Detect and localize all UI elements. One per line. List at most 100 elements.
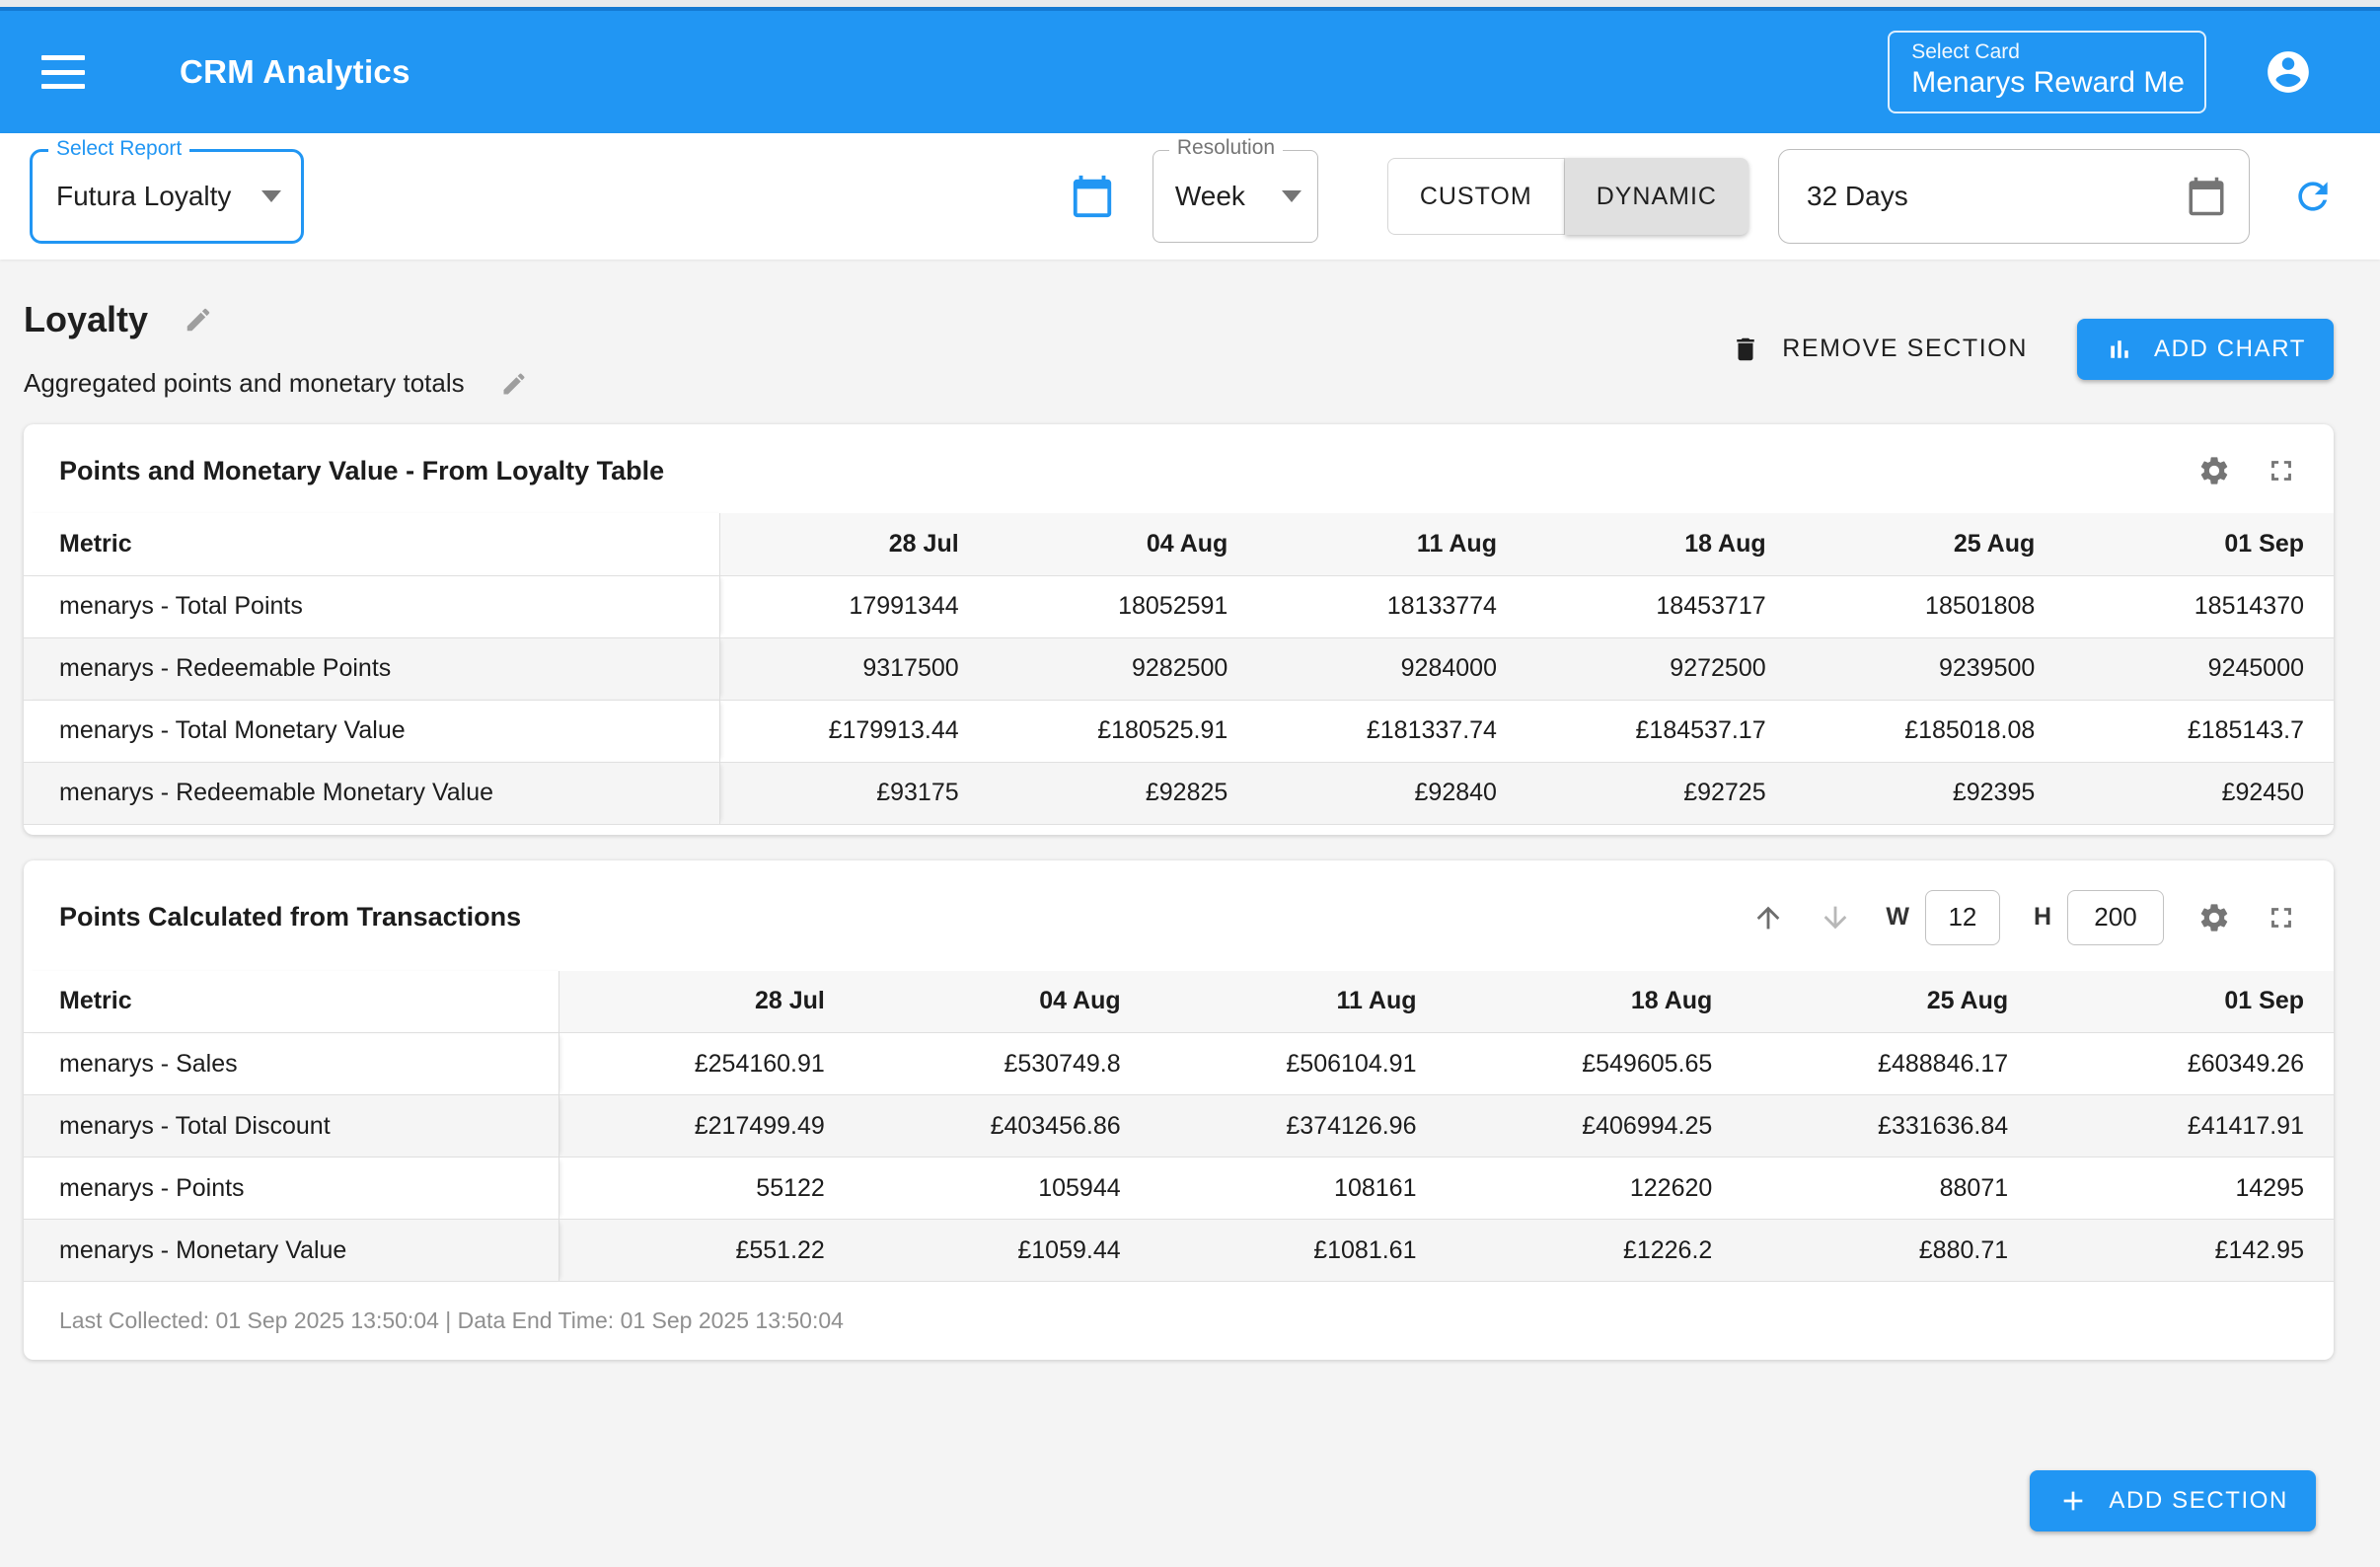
resolution-select[interactable]: Resolution Week xyxy=(1153,150,1318,243)
value-cell: £181337.74 xyxy=(1257,700,1526,762)
report-select-label: Select Report xyxy=(48,138,189,159)
value-cell: £179913.44 xyxy=(719,700,989,762)
date-column-header: 28 Jul xyxy=(719,513,989,575)
add-section-button[interactable]: ADD SECTION xyxy=(2030,1470,2316,1531)
value-cell: £331636.84 xyxy=(1742,1095,2038,1157)
metric-cell: menarys - Redeemable Monetary Value xyxy=(24,762,719,824)
arrow-down-icon[interactable] xyxy=(1819,901,1852,934)
calendar-icon[interactable] xyxy=(1070,174,1115,219)
metric-cell: menarys - Redeemable Points xyxy=(24,637,719,700)
table-row: menarys - Monetary Value£551.22£1059.44£… xyxy=(24,1220,2334,1282)
refresh-icon[interactable] xyxy=(2291,175,2335,218)
value-cell: £254160.91 xyxy=(558,1033,855,1095)
fullscreen-icon[interactable] xyxy=(2265,901,2298,934)
value-cell: 9284000 xyxy=(1257,637,1526,700)
value-cell: £180525.91 xyxy=(989,700,1258,762)
table-row: menarys - Total Monetary Value£179913.44… xyxy=(24,700,2334,762)
value-cell: £406994.25 xyxy=(1446,1095,1742,1157)
value-cell: 18453717 xyxy=(1526,575,1796,637)
section-title: Loyalty xyxy=(24,299,148,340)
gear-icon[interactable] xyxy=(2197,454,2231,487)
height-input[interactable] xyxy=(2067,890,2164,945)
date-column-header: 18 Aug xyxy=(1526,513,1796,575)
value-cell: £530749.8 xyxy=(855,1033,1151,1095)
dynamic-toggle-button[interactable]: DYNAMIC xyxy=(1565,158,1748,235)
metric-cell: menarys - Monetary Value xyxy=(24,1220,558,1282)
section-subtitle: Aggregated points and monetary totals xyxy=(24,368,465,399)
resolution-select-value: Week xyxy=(1175,181,1245,212)
window-top-edge xyxy=(0,0,2380,7)
table-header-row: Metric28 Jul04 Aug11 Aug18 Aug25 Aug01 S… xyxy=(24,971,2334,1033)
table-row: menarys - Total Points179913441805259118… xyxy=(24,575,2334,637)
value-cell: £184537.17 xyxy=(1526,700,1796,762)
value-cell: £92450 xyxy=(2064,762,2334,824)
table-title: Points and Monetary Value - From Loyalty… xyxy=(59,456,664,486)
chevron-down-icon xyxy=(261,190,281,202)
card-selector[interactable]: Select Card Menarys Reward Me xyxy=(1888,31,2206,113)
loyalty-table-card: Points and Monetary Value - From Loyalty… xyxy=(24,424,2334,835)
date-column-header: 28 Jul xyxy=(558,971,855,1033)
table-row: menarys - Redeemable Points9317500928250… xyxy=(24,637,2334,700)
value-cell: £1059.44 xyxy=(855,1220,1151,1282)
value-cell: £551.22 xyxy=(558,1220,855,1282)
section-header: Loyalty Aggregated points and monetary t… xyxy=(24,299,2334,399)
value-cell: £1081.61 xyxy=(1151,1220,1447,1282)
date-range-field xyxy=(1778,149,2250,244)
edit-pencil-icon[interactable] xyxy=(500,370,528,398)
value-cell: 108161 xyxy=(1151,1157,1447,1220)
value-cell: £506104.91 xyxy=(1151,1033,1447,1095)
menu-icon[interactable] xyxy=(41,55,85,89)
calendar-icon[interactable] xyxy=(2186,176,2227,217)
date-range-input[interactable] xyxy=(1805,180,2186,213)
fullscreen-icon[interactable] xyxy=(2265,454,2298,487)
add-chart-button[interactable]: ADD CHART xyxy=(2077,319,2334,380)
value-cell: 18133774 xyxy=(1257,575,1526,637)
account-icon[interactable] xyxy=(2264,47,2313,97)
value-cell: £880.71 xyxy=(1742,1220,2038,1282)
value-cell: 18514370 xyxy=(2064,575,2334,637)
value-cell: £142.95 xyxy=(2038,1220,2334,1282)
value-cell: 88071 xyxy=(1742,1157,2038,1220)
metric-column-header: Metric xyxy=(24,971,558,1033)
value-cell: £60349.26 xyxy=(2038,1033,2334,1095)
transactions-table-card: Points Calculated from Transactions W H xyxy=(24,860,2334,1361)
value-cell: £403456.86 xyxy=(855,1095,1151,1157)
transactions-table: Metric28 Jul04 Aug11 Aug18 Aug25 Aug01 S… xyxy=(24,971,2334,1283)
card-selector-label: Select Card xyxy=(1911,40,2185,64)
value-cell: 9317500 xyxy=(719,637,989,700)
metric-cell: menarys - Sales xyxy=(24,1033,558,1095)
value-cell: £1226.2 xyxy=(1446,1220,1742,1282)
custom-toggle-button[interactable]: CUSTOM xyxy=(1387,158,1565,235)
date-column-header: 01 Sep xyxy=(2064,513,2334,575)
app-header: CRM Analytics Select Card Menarys Reward… xyxy=(0,7,2380,133)
value-cell: £217499.49 xyxy=(558,1095,855,1157)
value-cell: £92825 xyxy=(989,762,1258,824)
app-title: CRM Analytics xyxy=(180,53,410,91)
trash-icon xyxy=(1731,335,1760,364)
gear-icon[interactable] xyxy=(2197,901,2231,934)
value-cell: 9272500 xyxy=(1526,637,1796,700)
height-label: H xyxy=(2034,903,2051,932)
value-cell: £93175 xyxy=(719,762,989,824)
date-column-header: 25 Aug xyxy=(1742,971,2038,1033)
edit-pencil-icon[interactable] xyxy=(184,305,213,335)
value-cell: 9282500 xyxy=(989,637,1258,700)
value-cell: 18501808 xyxy=(1796,575,2065,637)
value-cell: £92395 xyxy=(1796,762,2065,824)
metric-cell: menarys - Total Discount xyxy=(24,1095,558,1157)
date-column-header: 11 Aug xyxy=(1151,971,1447,1033)
remove-section-button[interactable]: REMOVE SECTION xyxy=(1725,334,2034,365)
arrow-up-icon[interactable] xyxy=(1751,901,1785,934)
value-cell: £92725 xyxy=(1526,762,1796,824)
bar-chart-icon xyxy=(2105,335,2134,364)
date-column-header: 04 Aug xyxy=(855,971,1151,1033)
width-input[interactable] xyxy=(1925,890,2000,945)
table-row: menarys - Redeemable Monetary Value£9317… xyxy=(24,762,2334,824)
report-select[interactable]: Select Report Futura Loyalty xyxy=(30,149,304,244)
metric-column-header: Metric xyxy=(24,513,719,575)
date-column-header: 25 Aug xyxy=(1796,513,2065,575)
loyalty-table: Metric28 Jul04 Aug11 Aug18 Aug25 Aug01 S… xyxy=(24,513,2334,825)
resolution-select-label: Resolution xyxy=(1169,137,1283,158)
table-title: Points Calculated from Transactions xyxy=(59,902,521,933)
value-cell: £92840 xyxy=(1257,762,1526,824)
